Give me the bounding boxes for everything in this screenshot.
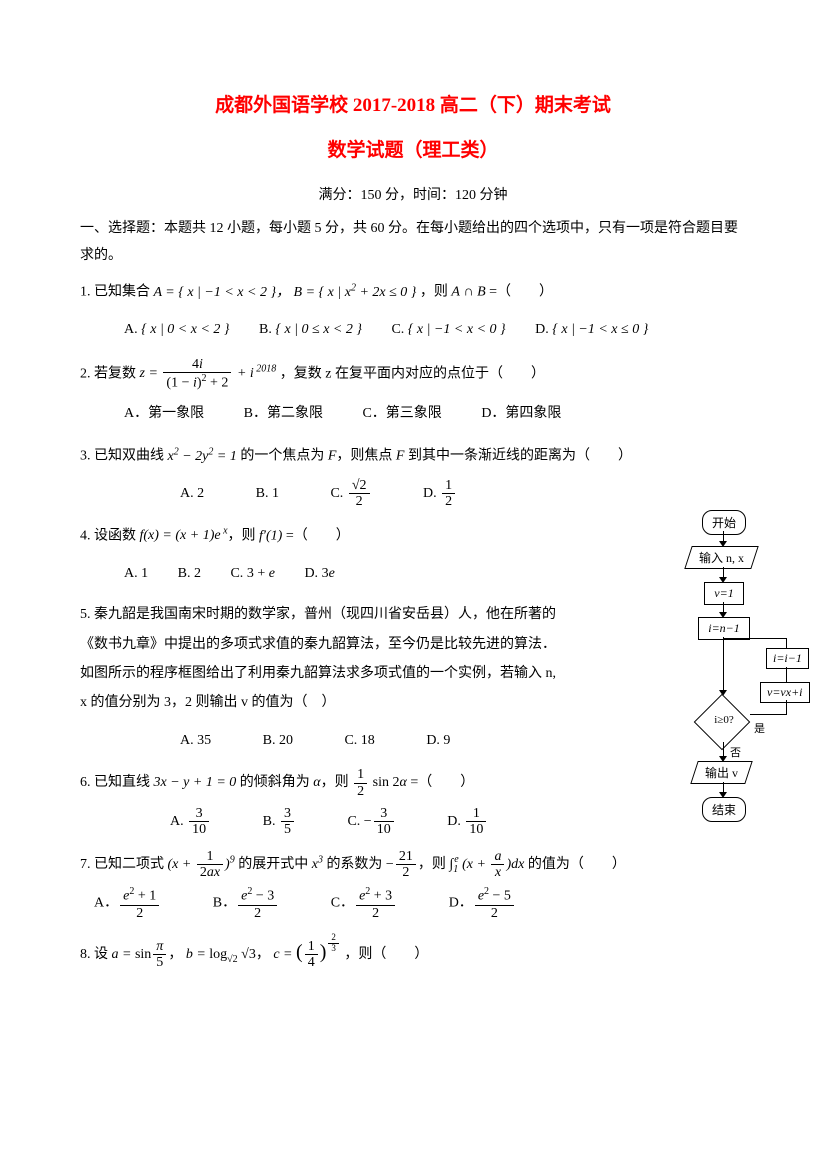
q3-options: A. 2 B. 1 C. √22 D. 12 [80,477,746,511]
question-3: 3. 已知双曲线 x2 − 2y2 = 1 的一个焦点为 F，则焦点 F 到其中… [80,441,746,471]
question-8: 8. 设 a = sinπ5， b = log√2 √3， c = (14)23… [80,931,746,973]
fc-v1: v=1 [704,582,744,605]
q1-math: A = { x | −1 < x < 2 }， B = { x | x2 + 2… [154,285,417,300]
question-7: 7. 已知二项式 (x + 12ax)9 的展开式中 x3 的系数为 −212，… [80,849,746,881]
fc-output: 输出 v [690,761,752,784]
q2-stem-post: ，复数 z 在复平面内对应的点位于（ ） [280,366,545,381]
q2-math: z = 4i(1 − i)2 + 2 + i 2018 [140,366,280,381]
q7-options: A．e2 + 12 B．e2 − 32 C．e2 + 32 D．e2 − 52 [80,886,746,920]
fc-in1: i=n−1 [698,617,750,640]
exam-title: 成都外国语学校 2017-2018 高二（下）期末考试 [80,90,746,117]
q2-options: A．第一象限 B．第二象限 C．第三象限 D．第四象限 [80,397,746,431]
fc-end: 结束 [702,797,746,822]
q5-options: A. 35 B. 20 C. 18 D. 9 [80,724,746,758]
question-6: 6. 已知直线 3x − y + 1 = 0 的倾斜角为 α，则 12 sin … [80,767,746,799]
fc-yes: 是 [754,720,765,736]
q1-stem-post: ，则 A ∩ B =（ ） [420,285,553,300]
question-1: 1. 已知集合 A = { x | −1 < x < 2 }， B = { x … [80,277,746,307]
question-5: 5. 秦九韶是我国南宋时期的数学家，普州（现四川省安岳县）人，他在所著的《数书九… [80,600,560,718]
q4-options: A. 1 B. 2 C. 3 + e D. 3e [80,557,746,591]
fc-side1: i=i−1 [766,648,809,669]
fc-start: 开始 [702,510,746,535]
question-4: 4. 设函数 f(x) = (x + 1)e x，则 f′(1) =（ ） [80,521,746,551]
section-intro: 一、选择题：本题共 12 小题，每小题 5 分，共 60 分。在每小题给出的四个… [80,216,746,269]
fc-cond: i≥0? [696,714,752,726]
q1-stem-pre: 1. 已知集合 [80,285,154,300]
exam-meta: 满分：150 分，时间：120 分钟 [80,184,746,204]
q6-options: A. 310 B. 35 C. −310 D. 110 [80,805,746,839]
fc-input: 输入 n, x [684,546,758,569]
q1-options: A. { x | 0 < x < 2 } B. { x | 0 ≤ x < 2 … [80,313,746,347]
fc-side2: v=vx+i [760,682,810,703]
q2-stem-pre: 2. 若复数 [80,366,140,381]
exam-subtitle: 数学试题（理工类） [80,135,746,162]
fc-no: 否 [730,744,741,760]
question-2: 2. 若复数 z = 4i(1 − i)2 + 2 + i 2018 ，复数 z… [80,357,746,391]
